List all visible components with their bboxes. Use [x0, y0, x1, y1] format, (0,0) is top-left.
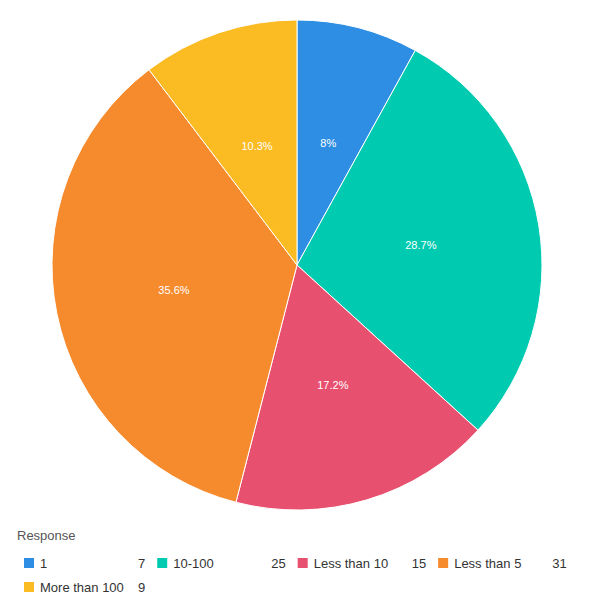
svg-text:1: 1	[40, 556, 47, 571]
svg-text:More than 100: More than 100	[40, 580, 124, 595]
svg-text:10-100: 10-100	[173, 556, 213, 571]
svg-text:35.6%: 35.6%	[158, 284, 189, 296]
svg-text:17.2%: 17.2%	[317, 379, 348, 391]
svg-text:10.3%: 10.3%	[241, 140, 272, 152]
svg-text:Less than 5: Less than 5	[454, 556, 521, 571]
svg-text:Less than 10: Less than 10	[314, 556, 388, 571]
svg-text:15: 15	[412, 556, 426, 571]
svg-text:9: 9	[138, 580, 145, 595]
svg-text:8%: 8%	[320, 137, 336, 149]
svg-text:28.7%: 28.7%	[405, 239, 436, 251]
svg-text:Response: Response	[17, 528, 76, 543]
svg-text:25: 25	[271, 556, 285, 571]
svg-text:7: 7	[138, 556, 145, 571]
svg-text:31: 31	[552, 556, 566, 571]
